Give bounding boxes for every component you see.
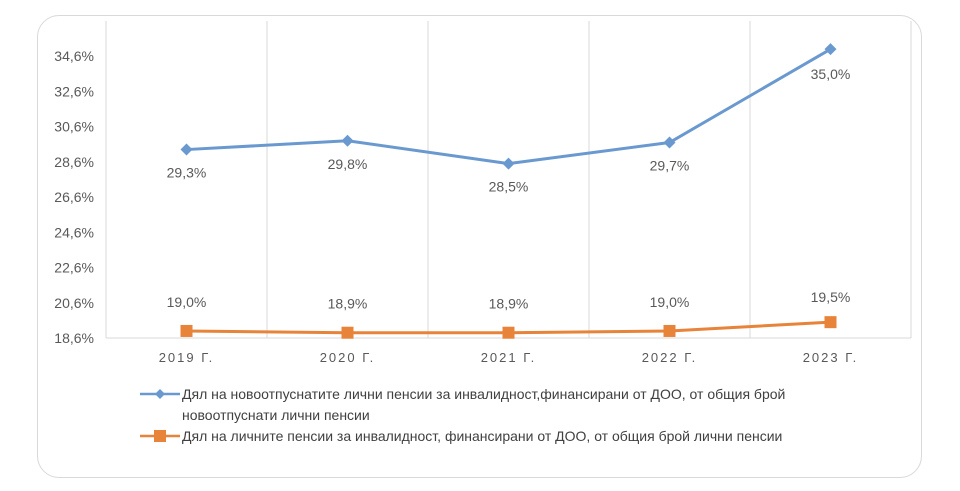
data-point [502, 157, 515, 170]
legend-label: Дял на личните пенсии за инвалидност, фи… [182, 428, 783, 444]
data-label: 19,0% [650, 294, 690, 310]
y-tick-label: 28,6% [54, 154, 94, 170]
chart-card [37, 15, 922, 478]
data-label: 18,9% [489, 296, 529, 312]
data-point [341, 134, 354, 147]
data-label: 35,0% [811, 66, 851, 82]
square-marker-icon [140, 430, 180, 442]
data-point [341, 326, 354, 339]
legend: Дял на новоотпуснатите лични пенсии за и… [140, 384, 882, 447]
y-tick-label: 34,6% [54, 48, 94, 64]
legend-item-new-pensions: Дял на новоотпуснатите лични пенсии за и… [140, 384, 882, 426]
x-tick-label: 2023 Г. [803, 350, 859, 365]
x-tick-label: 2019 Г. [159, 350, 215, 365]
y-tick-label: 32,6% [54, 83, 94, 99]
data-point [824, 43, 837, 56]
data-label: 29,8% [328, 156, 368, 172]
data-label: 19,5% [811, 289, 851, 305]
y-tick-label: 30,6% [54, 119, 94, 135]
legend-item-all-pensions: Дял на личните пенсии за инвалидност, фи… [140, 426, 882, 447]
y-tick-label: 22,6% [54, 260, 94, 276]
data-point [180, 143, 193, 156]
data-point [663, 136, 676, 149]
y-tick-label: 18,6% [54, 330, 94, 346]
y-tick-label: 20,6% [54, 295, 94, 311]
x-tick-label: 2022 Г. [642, 350, 698, 365]
series-line-1 [186, 47, 832, 166]
x-tick-label: 2020 Г. [320, 350, 376, 365]
y-tick-label: 24,6% [54, 224, 94, 240]
data-point [502, 326, 515, 339]
data-label: 29,7% [650, 158, 690, 174]
data-point [663, 324, 676, 337]
data-label: 28,5% [489, 179, 529, 195]
legend-label: Дял на новоотпуснатите лични пенсии за и… [182, 386, 786, 423]
data-point [824, 316, 837, 329]
data-label: 18,9% [328, 296, 368, 312]
diamond-marker-icon [140, 389, 180, 399]
data-label: 29,3% [167, 165, 207, 181]
y-tick-label: 26,6% [54, 189, 94, 205]
x-tick-label: 2021 Г. [481, 350, 537, 365]
data-point [180, 324, 193, 337]
data-label: 19,0% [167, 294, 207, 310]
